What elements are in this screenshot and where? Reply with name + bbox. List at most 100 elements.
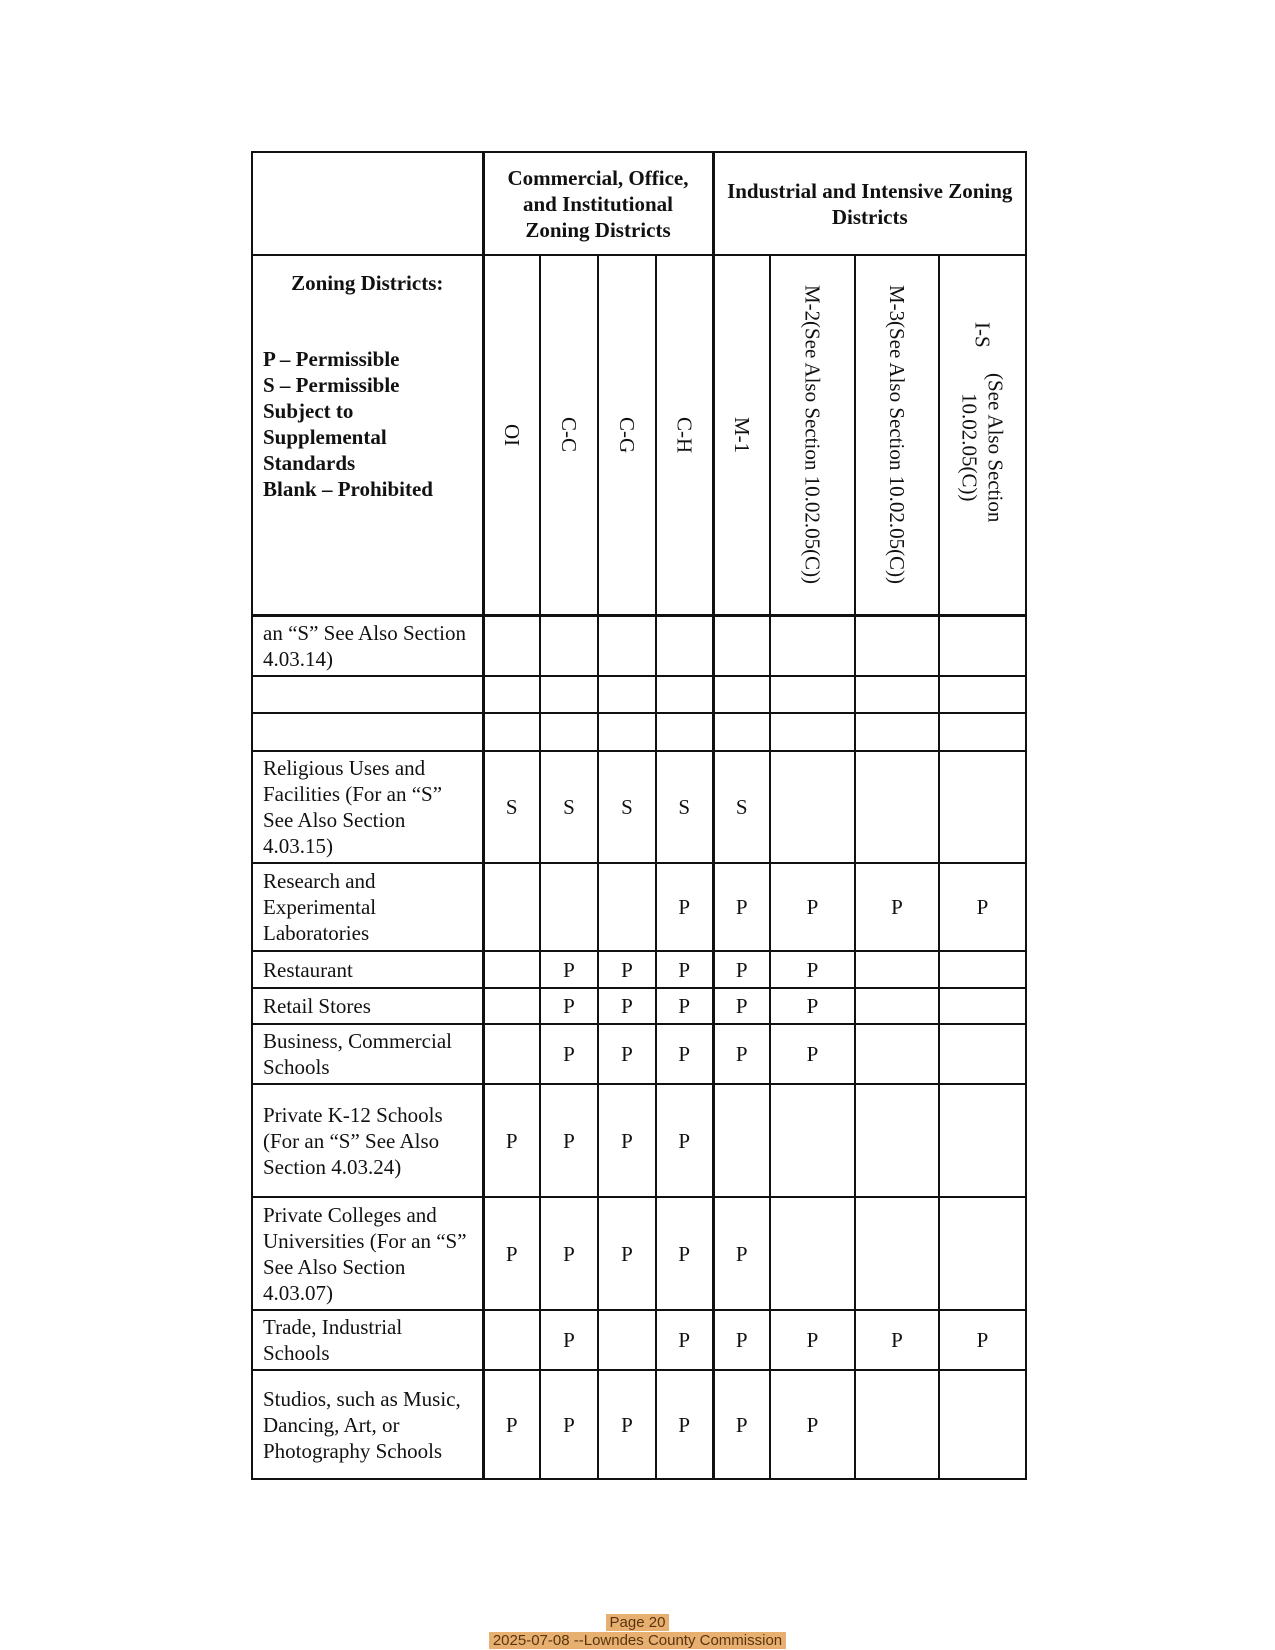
permission-cell [937, 987, 1028, 1025]
group-industrial: Industrial and Intensive Zoning District… [711, 151, 1028, 256]
permission-cell: P [655, 1309, 714, 1371]
use-label: Studios, such as Music, Dancing, Art, or… [251, 1369, 484, 1480]
column-header-text: M-2 (See Also Section 10.02.05(C)) [800, 280, 826, 590]
use-label: Private Colleges and Universities (For a… [251, 1196, 484, 1311]
permission-cell [597, 862, 657, 952]
column-code: OI [499, 423, 524, 446]
permission-cell [854, 675, 940, 714]
permission-cell: P [539, 987, 599, 1025]
permission-cell: P [711, 950, 771, 989]
permission-cell [597, 614, 657, 677]
permission-cell [854, 1196, 940, 1311]
permission-cell [711, 675, 771, 714]
table-row: Restaurant P P P P P [251, 950, 1028, 989]
legend-title: Zoning Districts: [291, 271, 444, 295]
permission-cell [937, 1196, 1028, 1311]
permission-cell [539, 712, 599, 752]
permission-cell [597, 675, 657, 714]
use-label: Private K-12 Schools (For an “S” See Als… [251, 1083, 484, 1198]
column-note: (See Also Section 10.02.05(C)) [885, 321, 909, 585]
permission-cell [854, 1023, 940, 1085]
column-header-m-1: M-1 [711, 254, 771, 617]
permission-cell [539, 675, 599, 714]
use-label: Business, Commercial Schools [251, 1023, 484, 1085]
permission-cell: S [655, 750, 714, 864]
column-code: M-2 [800, 285, 825, 322]
permission-cell: S [711, 750, 771, 864]
table-row: an “S” See Also Section 4.03.14) [251, 614, 1028, 677]
legend-permissible: P – Permissible [263, 347, 400, 371]
column-header-text: C-H [671, 280, 697, 590]
permission-cell: P [937, 862, 1028, 952]
permission-cell: S [597, 750, 657, 864]
permission-cell: P [539, 1309, 599, 1371]
permission-cell [937, 675, 1028, 714]
permission-cell [711, 712, 771, 752]
legend-cell: Zoning Districts: P – Permissible S – Pe… [251, 254, 484, 617]
table-row: Retail Stores P P P P P [251, 987, 1028, 1025]
permission-cell [769, 712, 856, 752]
use-label: Restaurant [251, 950, 484, 989]
permission-cell: P [769, 862, 856, 952]
group-commercial: Commercial, Office, and Institutional Zo… [481, 151, 714, 256]
permission-cell [769, 1196, 856, 1311]
zoning-use-table: Commercial, Office, and Institutional Zo… [251, 151, 1028, 1480]
permission-cell [937, 1083, 1028, 1198]
permission-cell: P [655, 862, 714, 952]
table-row: Religious Uses and Facilities (For an “S… [251, 750, 1028, 864]
permission-cell: P [711, 1309, 771, 1371]
table-row [251, 712, 1028, 752]
use-label [251, 712, 484, 752]
column-note: (See Also Section 10.02.05(C)) [800, 321, 825, 585]
permission-cell: P [655, 1196, 714, 1311]
column-header-text: M-3 (See Also Section 10.02.05(C)) [884, 280, 910, 590]
permission-cell [481, 1023, 541, 1085]
permission-cell: P [769, 1369, 856, 1480]
permission-cell [854, 750, 940, 864]
permission-cell: P [769, 987, 856, 1025]
permission-cell: P [597, 1369, 657, 1480]
footer-source-text: 2025-07-08 --Lowndes County Commission [488, 1632, 787, 1649]
column-header-oi: OI [481, 254, 541, 617]
permission-cell: P [655, 950, 714, 989]
permission-cell [481, 987, 541, 1025]
permission-cell: P [481, 1083, 541, 1198]
permission-cell: P [655, 1369, 714, 1480]
permission-cell [937, 950, 1028, 989]
permission-cell [481, 862, 541, 952]
column-header-m-2: M-2 (See Also Section 10.02.05(C)) [769, 254, 856, 617]
permission-cell [854, 1083, 940, 1198]
permission-cell: P [854, 862, 940, 952]
column-code: I-S [970, 321, 995, 348]
permission-cell: P [769, 1309, 856, 1371]
column-header-text: C-G [614, 280, 640, 590]
permission-cell: P [597, 1083, 657, 1198]
column-header-c-h: C-H [655, 254, 714, 617]
column-header-c-g: C-G [597, 254, 657, 617]
column-header-text: C-C [556, 280, 582, 590]
permission-cell: P [539, 1369, 599, 1480]
permission-cell [711, 614, 771, 677]
permission-cell [769, 675, 856, 714]
permission-cell [655, 675, 714, 714]
permission-cell [481, 712, 541, 752]
use-label: Research and Experimental Laboratories [251, 862, 484, 952]
use-label: Trade, Industrial Schools [251, 1309, 484, 1371]
permission-cell [597, 1309, 657, 1371]
column-header-m-3: M-3 (See Also Section 10.02.05(C)) [854, 254, 940, 617]
column-code: M-1 [729, 416, 754, 453]
permission-cell: P [539, 1023, 599, 1085]
permission-cell: P [539, 1083, 599, 1198]
permission-cell: P [769, 1023, 856, 1085]
use-label: Religious Uses and Facilities (For an “S… [251, 750, 484, 864]
permission-cell: P [481, 1196, 541, 1311]
permission-cell: P [711, 1023, 771, 1085]
permission-cell: P [655, 1083, 714, 1198]
permission-cell [655, 614, 714, 677]
column-header-text: M-1 [729, 280, 755, 590]
permission-cell [655, 712, 714, 752]
permission-cell [769, 1083, 856, 1198]
permission-cell [854, 614, 940, 677]
permission-cell [937, 1369, 1028, 1480]
permission-cell: P [597, 987, 657, 1025]
